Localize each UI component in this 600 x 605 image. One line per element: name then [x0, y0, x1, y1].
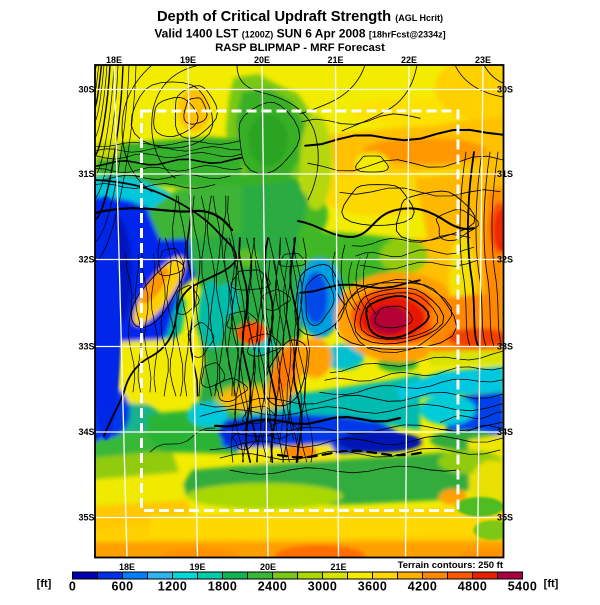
svg-text:1800: 1800 [208, 580, 237, 594]
svg-text:5400: 5400 [508, 580, 537, 594]
svg-text:18E: 18E [119, 562, 135, 572]
svg-text:35S: 35S [78, 513, 94, 523]
svg-text:Valid 1400 LST (1200Z) SUN 6 A: Valid 1400 LST (1200Z) SUN 6 Apr 2008 [1… [154, 27, 445, 41]
svg-text:22E: 22E [401, 55, 417, 65]
svg-text:4200: 4200 [408, 580, 437, 594]
svg-text:30S: 30S [78, 85, 94, 95]
svg-text:31S: 31S [78, 169, 94, 179]
svg-text:21E: 21E [330, 562, 346, 572]
svg-text:3000: 3000 [308, 580, 337, 594]
svg-text:1200: 1200 [158, 580, 187, 594]
svg-text:34S: 34S [78, 427, 94, 437]
svg-text:0: 0 [69, 580, 76, 594]
svg-text:30S: 30S [497, 85, 513, 95]
svg-text:20E: 20E [260, 562, 276, 572]
svg-text:[ft]: [ft] [544, 578, 559, 590]
svg-text:19E: 19E [180, 55, 196, 65]
svg-text:3600: 3600 [358, 580, 387, 594]
svg-text:20E: 20E [254, 55, 270, 65]
svg-text:35S: 35S [497, 513, 513, 523]
svg-text:Depth of Critical Updraft Stre: Depth of Critical Updraft Strength (AGL … [157, 9, 443, 25]
svg-text:32S: 32S [497, 255, 513, 265]
svg-text:23E: 23E [475, 55, 491, 65]
svg-text:33S: 33S [497, 342, 513, 352]
svg-text:600: 600 [111, 580, 133, 594]
svg-text:21E: 21E [327, 55, 343, 65]
svg-text:18E: 18E [106, 55, 122, 65]
svg-text:Terrain contours: 250 ft: Terrain contours: 250 ft [398, 560, 504, 571]
svg-text:19E: 19E [189, 562, 205, 572]
svg-text:33S: 33S [78, 342, 94, 352]
svg-text:RASP BLIPMAP - MRF Forecast: RASP BLIPMAP - MRF Forecast [215, 42, 385, 54]
svg-text:32S: 32S [78, 255, 94, 265]
svg-text:34S: 34S [497, 427, 513, 437]
svg-text:31S: 31S [497, 169, 513, 179]
svg-text:[ft]: [ft] [37, 578, 52, 590]
svg-text:2400: 2400 [258, 580, 287, 594]
svg-text:4800: 4800 [458, 580, 487, 594]
